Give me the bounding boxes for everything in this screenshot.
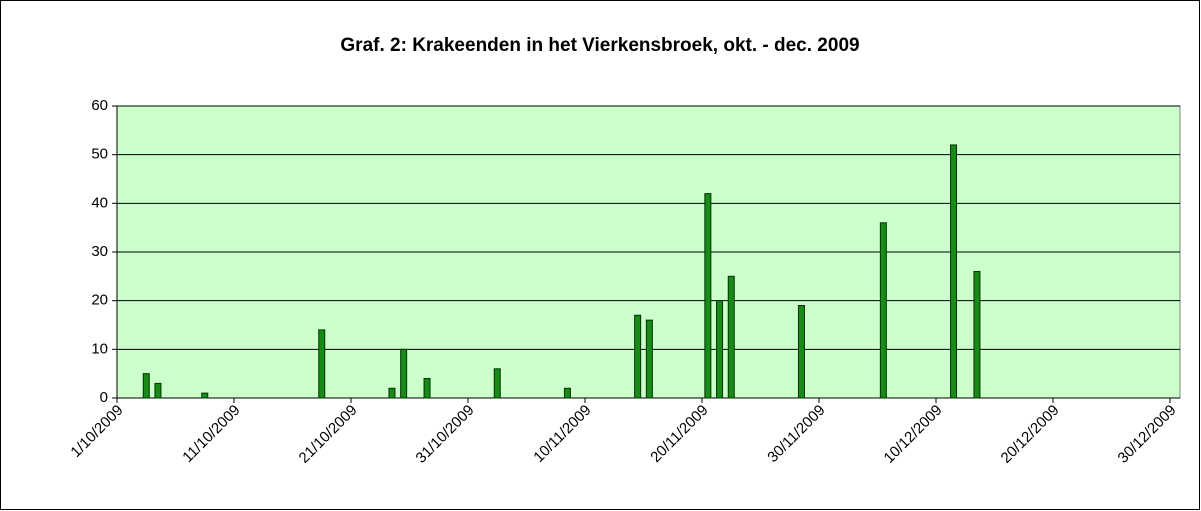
y-tick-label: 60 [91, 97, 108, 114]
bar [388, 387, 396, 399]
y-tick-label: 0 [100, 389, 108, 406]
bar [400, 348, 408, 399]
y-tick-label: 50 [91, 146, 108, 163]
bar [634, 314, 642, 399]
bar [154, 382, 162, 399]
bar [727, 275, 735, 399]
y-tick-label: 20 [91, 292, 108, 309]
bar [563, 387, 571, 399]
y-tick-label: 40 [91, 194, 108, 211]
bar [318, 329, 326, 399]
bar [973, 270, 981, 399]
chart-title: Graf. 2: Krakeenden in het Vierkensbroek… [340, 35, 859, 56]
y-tick-label: 10 [91, 340, 108, 357]
bar [704, 193, 712, 399]
bar [716, 300, 724, 399]
bar [493, 368, 501, 399]
bar [423, 378, 431, 399]
bar [645, 319, 653, 399]
bar [797, 305, 805, 399]
bar [950, 144, 958, 399]
y-tick-label: 30 [91, 243, 108, 260]
bar [879, 222, 887, 399]
bar [201, 392, 209, 399]
bar [142, 373, 150, 399]
